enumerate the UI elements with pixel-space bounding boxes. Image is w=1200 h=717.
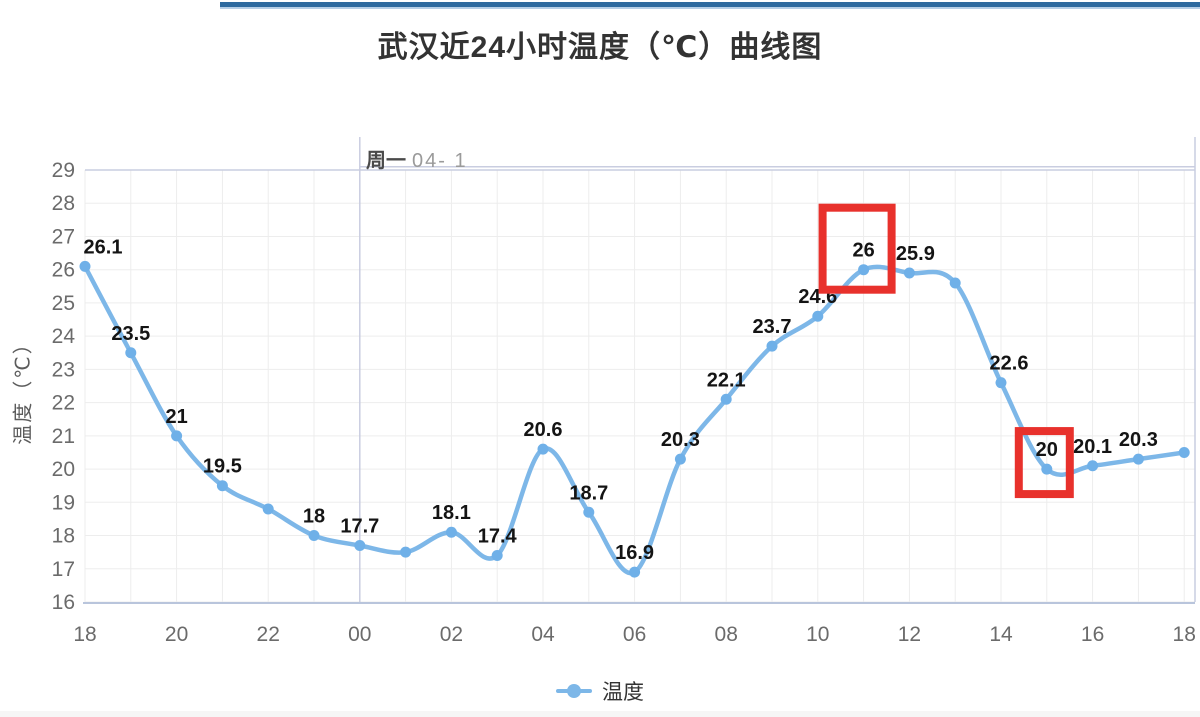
legend-item-temperature[interactable]: 温度	[0, 676, 1200, 706]
top-accent-bar	[220, 2, 1200, 9]
svg-text:08: 08	[715, 623, 738, 646]
svg-text:21: 21	[52, 425, 75, 448]
svg-text:18: 18	[1173, 623, 1196, 646]
data-label: 25.9	[896, 243, 935, 265]
svg-text:23: 23	[52, 358, 75, 381]
svg-text:10: 10	[806, 623, 829, 646]
data-label: 20.1	[1073, 436, 1112, 458]
legend-label: 温度	[602, 681, 644, 704]
svg-text:24: 24	[52, 325, 76, 348]
page-title: 武汉近24小时温度（℃）曲线图	[377, 31, 823, 64]
svg-text:25: 25	[52, 292, 75, 315]
svg-text:18: 18	[52, 525, 75, 548]
svg-text:27: 27	[52, 225, 75, 248]
data-label: 17.7	[340, 516, 379, 538]
svg-text:20: 20	[52, 458, 75, 481]
day-of-week-label: 周一	[366, 150, 406, 172]
svg-text:02: 02	[440, 623, 463, 646]
data-label: 16.9	[615, 542, 654, 564]
svg-text:26: 26	[52, 259, 75, 282]
data-label: 18.1	[432, 502, 471, 524]
data-label: 18.7	[569, 482, 608, 504]
svg-text:19: 19	[52, 491, 75, 514]
svg-text:16: 16	[1081, 623, 1104, 646]
data-label: 22.6	[990, 353, 1029, 375]
data-label: 20	[1036, 439, 1058, 461]
svg-text:12: 12	[898, 623, 921, 646]
data-label: 26	[852, 240, 874, 262]
highlight-box-20	[1014, 427, 1074, 499]
day-boundary-annotation: 周一 04- 1	[366, 144, 468, 173]
svg-text:18: 18	[73, 623, 96, 646]
svg-text:17: 17	[52, 558, 75, 581]
data-label: 18	[303, 506, 325, 528]
bottom-edge-strip	[0, 711, 1200, 717]
svg-text:14: 14	[989, 623, 1013, 646]
line-series-marker-icon	[556, 684, 592, 698]
data-label: 22.1	[707, 369, 746, 391]
date-label: 04- 1	[412, 150, 468, 172]
data-label: 26.1	[84, 236, 123, 258]
data-label: 23.5	[111, 323, 150, 345]
svg-text:29: 29	[52, 159, 75, 182]
data-label: 23.7	[753, 316, 792, 338]
data-label: 20.3	[1119, 429, 1158, 451]
data-label: 20.6	[524, 419, 563, 441]
svg-text:00: 00	[348, 623, 371, 646]
svg-text:06: 06	[623, 623, 646, 646]
svg-text:04: 04	[531, 623, 555, 646]
data-label: 19.5	[203, 456, 242, 478]
data-label: 21	[165, 406, 187, 428]
data-label: 17.4	[478, 525, 518, 547]
highlight-box-26	[818, 203, 896, 294]
data-label: 20.3	[661, 429, 700, 451]
svg-text:16: 16	[52, 591, 75, 614]
svg-text:22: 22	[52, 392, 75, 415]
svg-text:20: 20	[165, 623, 188, 646]
svg-text:28: 28	[52, 192, 75, 215]
svg-text:22: 22	[257, 623, 280, 646]
